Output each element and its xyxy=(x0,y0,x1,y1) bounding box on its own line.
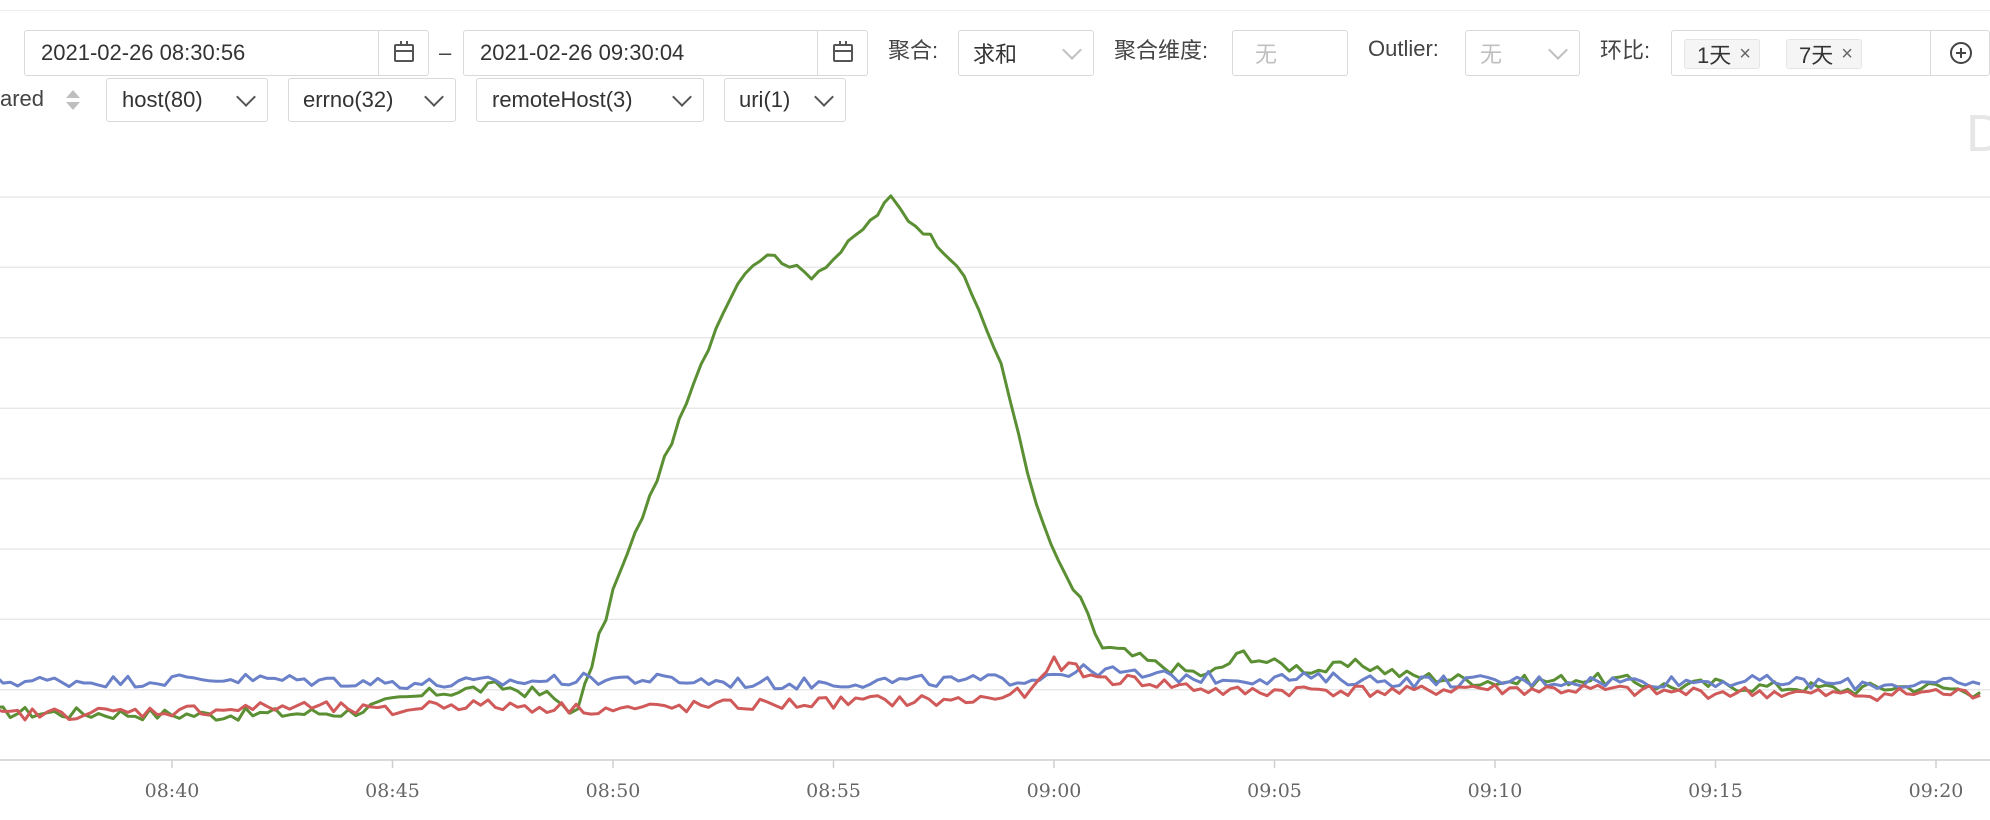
outlier-select[interactable]: 无 xyxy=(1465,30,1580,76)
x-tick-label: 08:50 xyxy=(586,780,641,802)
compared-sort-label: ared xyxy=(0,86,45,111)
aggregate-label: 聚合: xyxy=(888,38,939,63)
compare-tag-7d: 7天 × xyxy=(1786,39,1862,69)
close-icon[interactable]: × xyxy=(1841,42,1853,65)
start-time-input[interactable]: 2021-02-26 08:30:56 xyxy=(24,30,429,76)
compare-tag-label: 7天 xyxy=(1799,43,1834,68)
aggregate-value: 求和 xyxy=(973,42,1018,67)
x-tick-label: 08:55 xyxy=(806,780,861,802)
add-compare-button[interactable] xyxy=(1930,30,1990,76)
start-calendar-button[interactable] xyxy=(378,31,428,75)
start-time-value: 2021-02-26 08:30:56 xyxy=(41,40,246,65)
calendar-icon xyxy=(832,41,853,62)
filter-host[interactable]: host(80) xyxy=(106,78,268,122)
compare-tag-label: 1天 xyxy=(1697,43,1732,68)
range-separator: – xyxy=(439,40,452,65)
compare-tag-1d: 1天 × xyxy=(1684,39,1760,69)
series-line-green xyxy=(0,194,1981,722)
aggregate-select[interactable]: 求和 xyxy=(958,30,1094,76)
chevron-down-icon xyxy=(672,87,692,107)
x-tick-label: 09:10 xyxy=(1468,780,1523,802)
x-tick-label: 09:20 xyxy=(1909,780,1964,802)
outlier-label: Outlier: xyxy=(1368,36,1439,61)
line-chart: 08:40 08:45 08:50 08:55 09:00 09:05 09:10 09:15… xyxy=(0,194,1990,802)
x-tick-label: 09:00 xyxy=(1027,780,1082,802)
plus-circle-icon xyxy=(1949,42,1972,64)
compare-label: 环比: xyxy=(1600,38,1651,63)
corner-letter: D xyxy=(1966,105,1990,163)
filter-remote-host-label: remoteHost(3) xyxy=(492,87,633,112)
x-tick-label: 09:05 xyxy=(1247,780,1302,802)
filter-bar: ared host(80) errno(32) remoteHost(3) ur… xyxy=(0,78,1990,124)
end-calendar-button[interactable] xyxy=(817,31,867,75)
close-icon[interactable]: × xyxy=(1739,42,1751,65)
filter-host-label: host(80) xyxy=(122,87,203,112)
chevron-down-icon xyxy=(1062,40,1082,60)
filter-errno-label: errno(32) xyxy=(303,87,394,112)
agg-dimension-placeholder: 无 xyxy=(1255,42,1278,67)
agg-dimension-select[interactable]: 无 xyxy=(1232,30,1348,76)
end-time-value: 2021-02-26 09:30:04 xyxy=(480,40,685,65)
calendar-icon xyxy=(393,41,414,62)
chevron-down-icon xyxy=(424,87,444,107)
filter-uri[interactable]: uri(1) xyxy=(724,78,846,122)
chevron-down-icon xyxy=(236,87,256,107)
agg-dimension-label: 聚合维度: xyxy=(1114,38,1209,63)
x-tick-label: 08:45 xyxy=(365,780,420,802)
filter-uri-label: uri(1) xyxy=(739,87,791,112)
sort-icon[interactable] xyxy=(66,90,80,112)
toolbar: 2021-02-26 08:30:56 – 2021-02-26 09:30:0… xyxy=(0,30,1990,76)
series-line-red xyxy=(0,655,1981,722)
chevron-down-icon xyxy=(814,87,834,107)
end-time-input[interactable]: 2021-02-26 09:30:04 xyxy=(463,30,868,76)
filter-remote-host[interactable]: remoteHost(3) xyxy=(476,78,704,122)
x-tick-label: 08:40 xyxy=(145,780,200,802)
chevron-down-icon xyxy=(1548,40,1568,60)
x-tick-label: 09:15 xyxy=(1688,780,1743,802)
filter-errno[interactable]: errno(32) xyxy=(288,78,456,122)
compare-select[interactable]: 1天 × 7天 × xyxy=(1671,30,1990,76)
top-bar-border xyxy=(0,0,1990,11)
outlier-placeholder: 无 xyxy=(1480,42,1503,67)
